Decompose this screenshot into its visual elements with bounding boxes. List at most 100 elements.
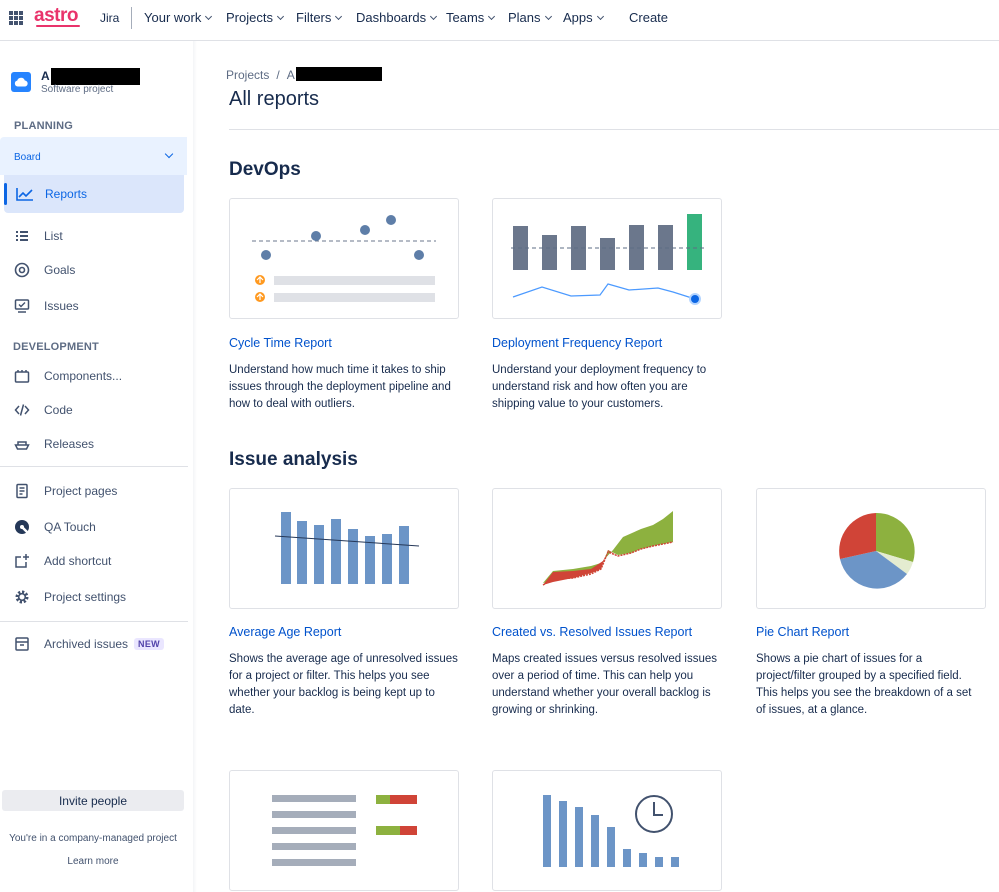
sidebar-item-issues[interactable]: Issues	[14, 295, 79, 317]
created-vs-resolved-illustration	[542, 511, 674, 586]
planning-section-label: PLANNING	[14, 120, 74, 132]
nav-filters-label: Filters	[296, 10, 332, 25]
chevron-down-icon	[430, 12, 438, 20]
nav-apps-label: Apps	[563, 10, 593, 25]
reports-chart-icon	[16, 188, 33, 201]
sidebar-item-project-settings[interactable]: Project settings	[14, 586, 126, 608]
sidebar-item-list[interactable]: List	[14, 225, 63, 247]
nav-your-work-label: Your work	[144, 10, 202, 25]
average-age-thumbnail[interactable]	[229, 488, 459, 609]
logo-underline	[36, 25, 80, 27]
sidebar-item-releases[interactable]: Releases	[14, 433, 94, 455]
nav-dashboards[interactable]: Dashboards	[356, 10, 438, 25]
astro-logo[interactable]: astro	[34, 5, 78, 26]
learn-more-link[interactable]: Learn more	[67, 856, 119, 867]
breadcrumb-projects[interactable]: Projects	[226, 68, 270, 82]
list-bars-illustration	[272, 795, 417, 866]
breadcrumb-project[interactable]: A	[286, 68, 295, 82]
development-section-label: DEVELOPMENT	[13, 341, 99, 353]
created-vs-resolved-report-link[interactable]: Created vs. Resolved Issues Report	[492, 625, 693, 639]
sidebar-item-project-pages[interactable]: Project pages	[14, 480, 117, 502]
nav-teams-label: Teams	[446, 10, 485, 25]
redacted-breadcrumb	[296, 67, 382, 81]
sidebar-item-label: Archived issues	[44, 637, 129, 651]
report-thumbnail[interactable]	[492, 770, 722, 891]
gear-icon	[15, 590, 29, 604]
active-indicator	[4, 183, 7, 205]
nav-dashboards-label: Dashboards	[356, 10, 427, 25]
created-vs-resolved-description: Maps created issues versus resolved issu…	[492, 653, 717, 716]
nav-teams[interactable]: Teams	[446, 10, 496, 25]
sidebar-item-qa-touch[interactable]: QA Touch	[14, 516, 96, 538]
components-icon	[14, 370, 30, 383]
company-managed-note: You're in a company-managed project	[9, 833, 177, 844]
nav-apps[interactable]: Apps	[563, 10, 604, 25]
breadcrumb: Projects / A	[226, 68, 295, 82]
sidebar-item-label: Code	[44, 403, 73, 417]
title-divider	[229, 129, 999, 130]
board-selector-label: Board	[14, 152, 41, 163]
nav-filters[interactable]: Filters	[296, 10, 343, 25]
nav-separator	[131, 7, 132, 29]
cycle-time-description: Understand how much time it takes to shi…	[229, 364, 451, 410]
sidebar-item-add-shortcut[interactable]: Add shortcut	[14, 550, 111, 572]
nav-projects-label: Projects	[226, 10, 273, 25]
report-thumbnail[interactable]	[229, 770, 459, 891]
chevron-down-icon	[596, 12, 604, 20]
project-name[interactable]: A	[41, 69, 50, 83]
product-name[interactable]: Jira	[100, 11, 120, 25]
deployment-frequency-description: Understand your deployment frequency to …	[492, 364, 707, 410]
redacted-project-name	[51, 68, 140, 85]
average-age-description: Shows the average age of unresolved issu…	[229, 653, 458, 716]
deployment-frequency-report-link[interactable]: Deployment Frequency Report	[492, 336, 663, 350]
create-button[interactable]: Create	[629, 10, 669, 25]
sidebar-item-reports[interactable]: Reports	[4, 175, 184, 213]
sidebar-item-code[interactable]: Code	[14, 399, 73, 421]
devops-heading: DevOps	[229, 159, 301, 180]
top-navigation: astro Jira Your work Projects Filters Da…	[0, 0, 999, 41]
project-sidebar: A Software project PLANNING Board Report…	[0, 41, 197, 892]
pie-chart-description: Shows a pie chart of issues for a projec…	[756, 653, 972, 716]
cycle-time-illustration	[252, 215, 436, 302]
cloud-icon	[14, 77, 28, 87]
page-title: All reports	[229, 88, 320, 110]
sidebar-item-label: Releases	[44, 437, 95, 451]
invite-people-button[interactable]: Invite people	[2, 790, 184, 811]
nav-projects[interactable]: Projects	[226, 10, 285, 25]
app-switcher-icon[interactable]	[9, 11, 23, 25]
board-selector[interactable]: Board	[0, 137, 187, 175]
sidebar-shadow	[193, 41, 197, 892]
average-age-report-link[interactable]: Average Age Report	[229, 625, 342, 639]
sidebar-item-components[interactable]: Components...	[14, 365, 122, 387]
cycle-time-thumbnail[interactable]	[229, 198, 459, 319]
sidebar-item-label: QA Touch	[44, 520, 96, 534]
sidebar-item-label: Components...	[44, 369, 123, 383]
qa-touch-icon	[15, 520, 29, 534]
project-pages-icon	[16, 483, 28, 499]
project-avatar[interactable]	[11, 72, 31, 92]
chevron-down-icon	[335, 12, 343, 20]
nav-your-work[interactable]: Your work	[144, 10, 213, 25]
nav-plans[interactable]: Plans	[508, 10, 552, 25]
archive-box-icon	[15, 637, 29, 651]
goals-target-icon	[14, 262, 30, 278]
deployment-frequency-illustration	[511, 214, 704, 305]
code-icon	[14, 404, 30, 416]
sidebar-item-label: Project pages	[44, 484, 118, 498]
sidebar-divider	[0, 466, 188, 467]
sidebar-item-archived-issues[interactable]: Archived issues NEW	[14, 633, 164, 655]
issue-analysis-heading: Issue analysis	[229, 449, 358, 470]
add-shortcut-icon	[15, 554, 29, 568]
chevron-down-icon	[544, 12, 552, 20]
list-icon	[16, 231, 28, 241]
chevron-down-icon	[276, 12, 285, 20]
pie-chart-report-link[interactable]: Pie Chart Report	[756, 625, 850, 639]
created-vs-resolved-thumbnail[interactable]	[492, 488, 722, 609]
sidebar-item-label: Add shortcut	[44, 554, 112, 568]
cycle-time-report-link[interactable]: Cycle Time Report	[229, 336, 332, 350]
deployment-frequency-thumbnail[interactable]	[492, 198, 722, 319]
sidebar-item-goals[interactable]: Goals	[14, 259, 75, 281]
chevron-down-icon	[164, 149, 174, 159]
pie-chart-thumbnail[interactable]	[756, 488, 986, 609]
nav-plans-label: Plans	[508, 10, 541, 25]
